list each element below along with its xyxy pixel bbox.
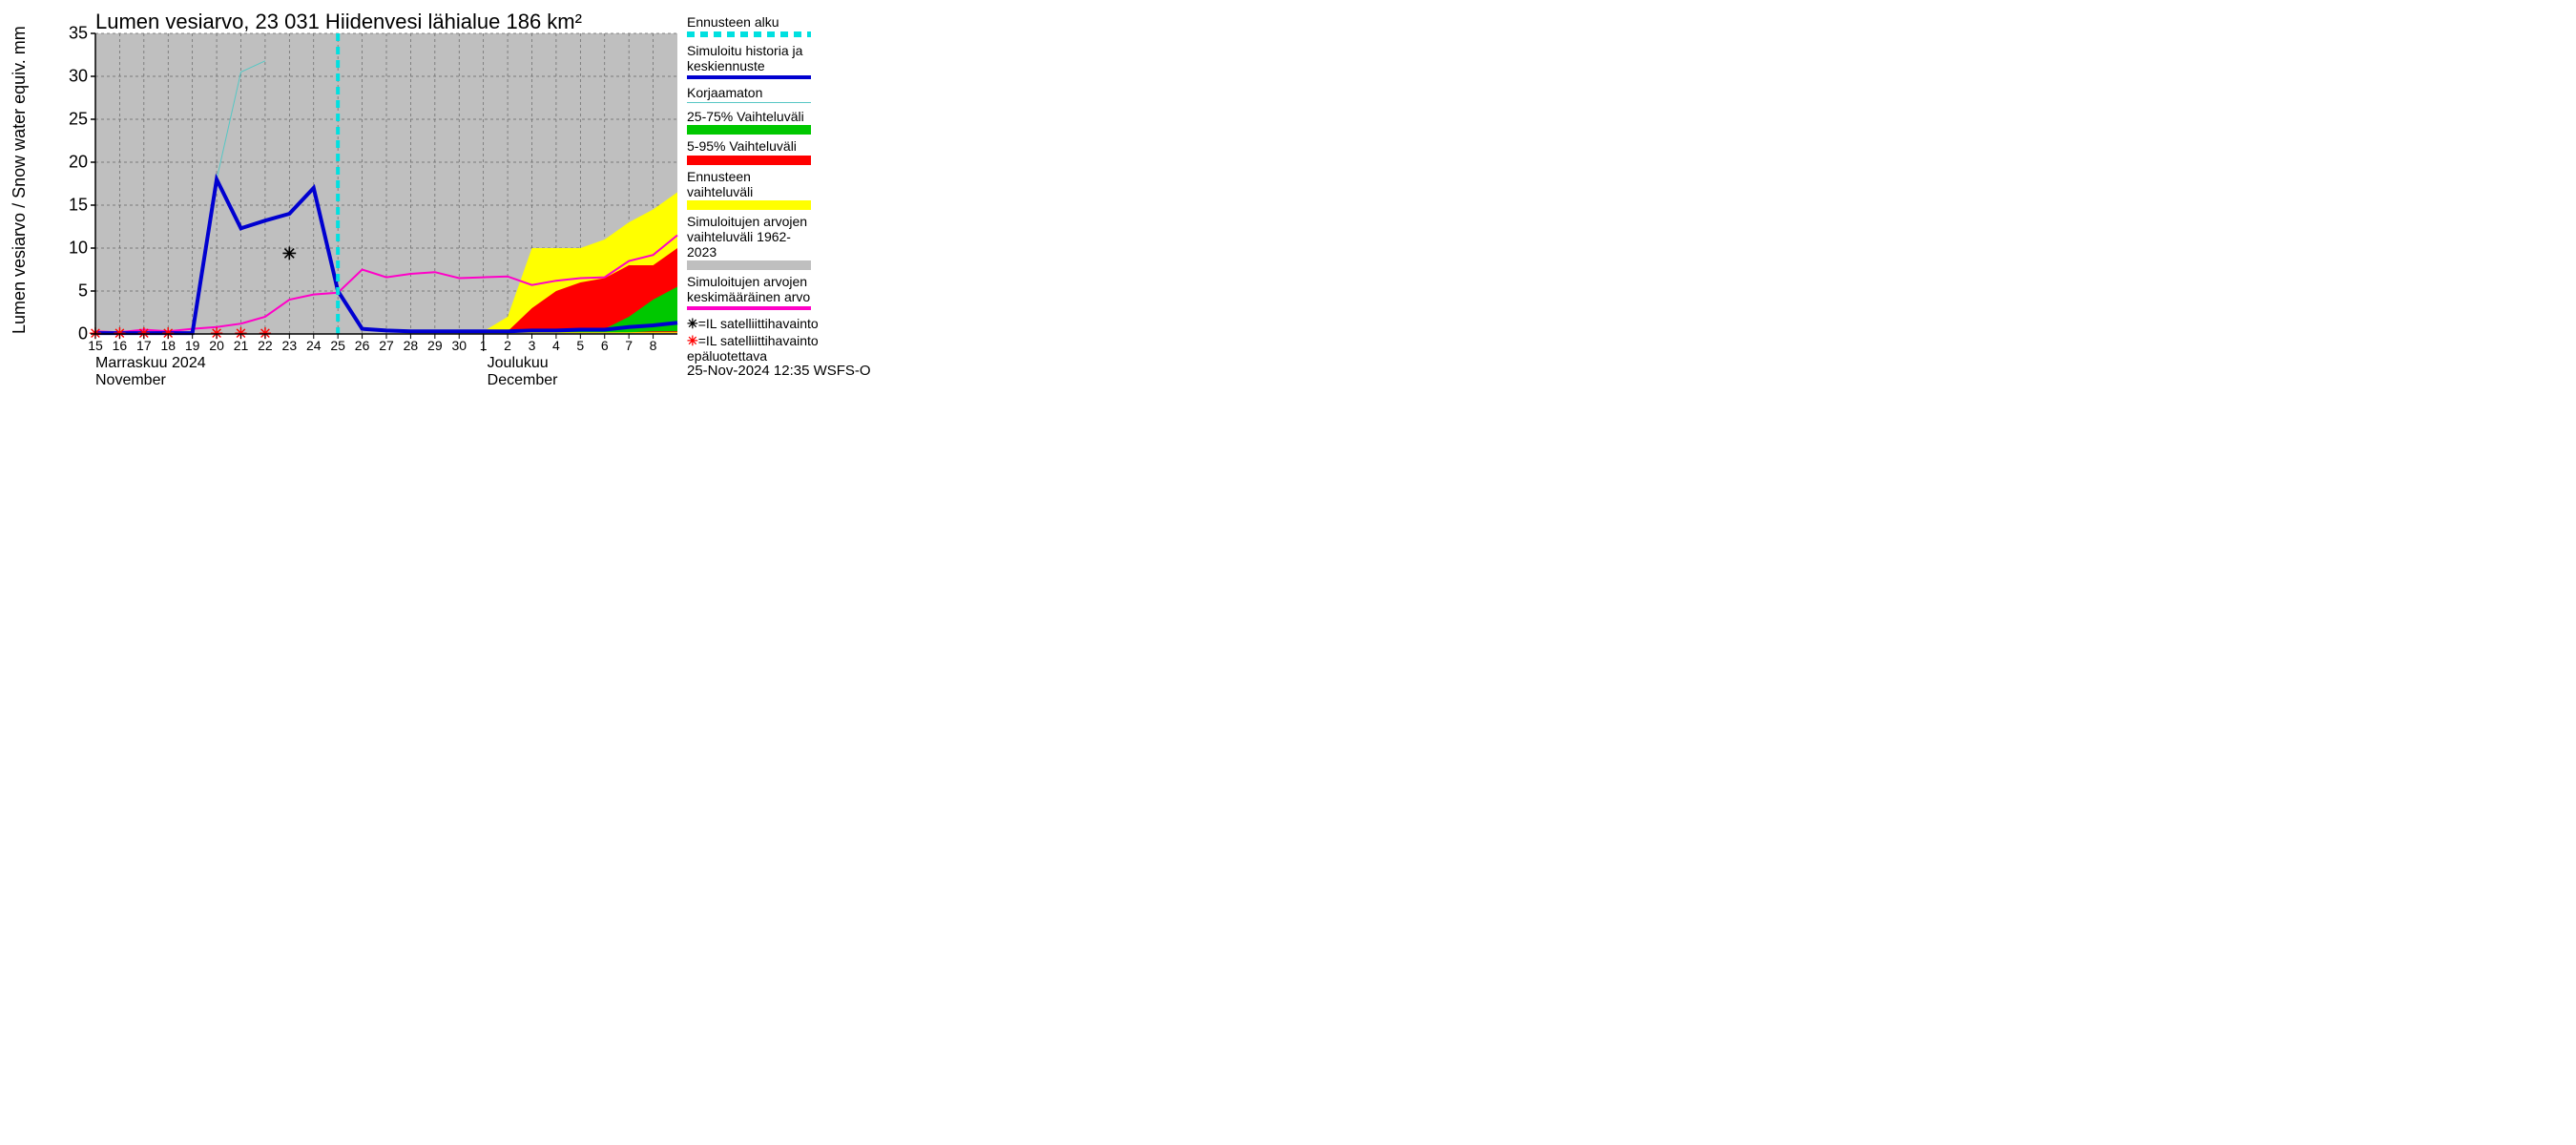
- legend-item: ✳=IL satelliittihavainto epäluotettava: [687, 333, 821, 364]
- x-tick-label: 21: [234, 338, 249, 353]
- legend-item: 25-75% Vaihteluväli: [687, 109, 821, 135]
- x-tick-label: 5: [576, 338, 584, 353]
- x-tick-label: 19: [185, 338, 200, 353]
- legend-item: ✳=IL satelliittihavainto: [687, 316, 821, 331]
- x-tick-label: 2: [504, 338, 511, 353]
- x-tick-label: 8: [650, 338, 657, 353]
- svg-text:✳: ✳: [282, 244, 297, 263]
- legend-label: Simuloitujen arvojen keskimääräinen arvo: [687, 274, 821, 304]
- x-tick-label: 1: [480, 338, 488, 353]
- x-tick-label: 24: [306, 338, 322, 353]
- y-tick-label: 5: [57, 281, 88, 302]
- legend-marker-icon: ✳: [687, 333, 698, 348]
- legend-label: 25-75% Vaihteluväli: [687, 109, 821, 124]
- x-tick-label: 3: [529, 338, 536, 353]
- x-tick-label: 6: [601, 338, 609, 353]
- legend-swatch: [687, 102, 811, 103]
- legend-item: Simuloitujen arvojen vaihteluväli 1962-2…: [687, 214, 821, 270]
- legend-swatch: [687, 200, 811, 210]
- legend-swatch: [687, 260, 811, 270]
- x-tick-label: 15: [88, 338, 103, 353]
- month-label-left-2: November: [95, 372, 166, 389]
- legend-item: Simuloitu historia ja keskiennuste: [687, 43, 821, 79]
- x-tick-label: 7: [625, 338, 633, 353]
- chart-container: Lumen vesiarvo, 23 031 Hiidenvesi lähial…: [0, 0, 1443, 641]
- y-tick-label: 35: [57, 24, 88, 44]
- legend-label: 5-95% Vaihteluväli: [687, 138, 821, 154]
- x-tick-label: 29: [427, 338, 443, 353]
- month-label-left-1: Marraskuu 2024: [95, 355, 206, 372]
- plot-area: ✳✳✳✳✳✳✳✳: [95, 33, 677, 334]
- y-tick-label: 15: [57, 196, 88, 216]
- legend-marker-icon: ✳: [687, 316, 698, 331]
- x-tick-label: 28: [404, 338, 419, 353]
- x-tick-label: 4: [552, 338, 560, 353]
- legend-swatch: [687, 75, 811, 79]
- legend-swatch: [687, 156, 811, 165]
- y-tick-label: 10: [57, 239, 88, 259]
- x-tick-label: 22: [258, 338, 273, 353]
- y-tick-label: 25: [57, 110, 88, 130]
- legend-label: Ennusteen vaihteluväli: [687, 169, 821, 199]
- x-tick-label: 27: [379, 338, 394, 353]
- chart-title: Lumen vesiarvo, 23 031 Hiidenvesi lähial…: [95, 10, 582, 34]
- x-tick-label: 20: [209, 338, 224, 353]
- x-tick-label: 23: [282, 338, 298, 353]
- legend: Ennusteen alku Simuloitu historia ja kesk…: [687, 14, 821, 366]
- legend-item: Korjaamaton: [687, 85, 821, 103]
- chart-svg: ✳✳✳✳✳✳✳✳: [95, 33, 677, 334]
- legend-item: Ennusteen vaihteluväli: [687, 169, 821, 210]
- y-tick-label: 30: [57, 67, 88, 87]
- legend-label: Ennusteen alku: [687, 14, 821, 30]
- x-tick-label: 26: [355, 338, 370, 353]
- x-tick-label: 16: [113, 338, 128, 353]
- x-tick-label: 18: [160, 338, 176, 353]
- legend-label: Simuloitu historia ja keskiennuste: [687, 43, 821, 73]
- legend-label: Korjaamaton: [687, 85, 821, 100]
- legend-label: =IL satelliittihavainto: [698, 316, 819, 331]
- x-tick-label: 30: [451, 338, 467, 353]
- legend-item: Simuloitujen arvojen keskimääräinen arvo: [687, 274, 821, 310]
- legend-swatch: [687, 31, 811, 37]
- legend-label: Simuloitujen arvojen vaihteluväli 1962-2…: [687, 214, 821, 260]
- x-tick-label: 17: [136, 338, 152, 353]
- legend-swatch: [687, 306, 811, 310]
- y-tick-label: 20: [57, 153, 88, 173]
- x-tick-label: 25: [330, 338, 345, 353]
- y-tick-label: 0: [57, 324, 88, 344]
- legend-item: 5-95% Vaihteluväli: [687, 138, 821, 164]
- legend-swatch: [687, 125, 811, 135]
- y-axis-label: Lumen vesiarvo / Snow water equiv. mm: [10, 26, 30, 334]
- legend-label: =IL satelliittihavainto epäluotettava: [687, 333, 819, 364]
- month-label-right-2: December: [488, 372, 558, 389]
- month-label-right-1: Joulukuu: [488, 355, 549, 372]
- legend-item: Ennusteen alku: [687, 14, 821, 37]
